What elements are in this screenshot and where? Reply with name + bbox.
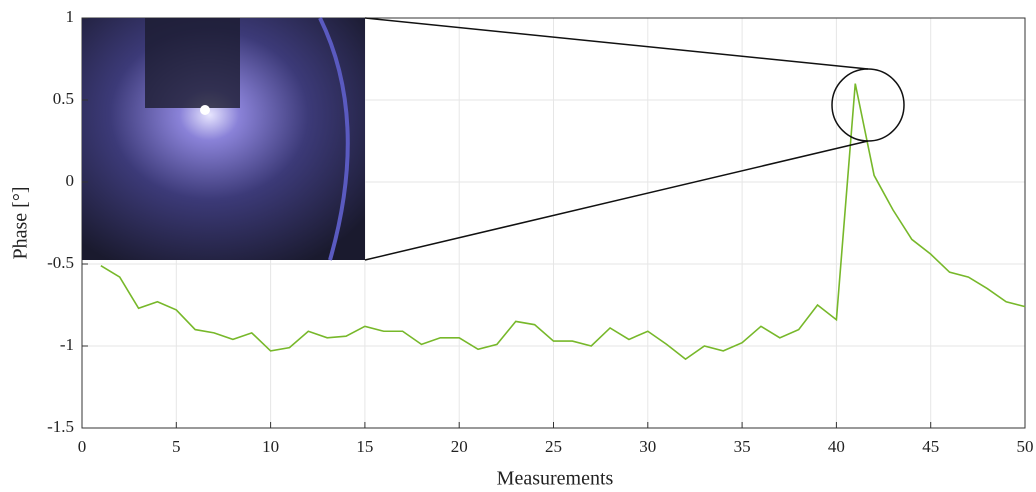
x-tick-label: 5: [172, 437, 181, 456]
y-tick-label: -0.5: [47, 253, 74, 272]
x-tick-label: 25: [545, 437, 562, 456]
x-tick-label: 30: [639, 437, 656, 456]
x-tick-label: 40: [828, 437, 845, 456]
x-tick-label: 0: [78, 437, 87, 456]
y-tick-label: 1: [66, 7, 75, 26]
x-tick-label: 50: [1017, 437, 1034, 456]
x-tick-label: 15: [356, 437, 373, 456]
inset: [82, 17, 905, 261]
x-tick-label: 20: [451, 437, 468, 456]
data: [100, 83, 1026, 361]
inset-spark: [200, 105, 210, 115]
data-line: [100, 83, 1026, 361]
y-axis-label: Phase [°]: [10, 187, 32, 260]
inset-rim: [318, 17, 350, 261]
zoom-circle: [831, 68, 905, 142]
y-tick-label: -1: [60, 335, 74, 354]
zoom-line: [364, 17, 869, 70]
zoom-line: [364, 140, 869, 261]
x-tick-label: 45: [922, 437, 939, 456]
inset-electrode: [145, 18, 240, 108]
y-tick-label: 0.5: [53, 89, 74, 108]
y-tick-label: -1.5: [47, 417, 74, 436]
y-tick-label: 0: [66, 171, 75, 190]
x-tick-label: 10: [262, 437, 279, 456]
x-axis-label: Measurements: [497, 468, 614, 490]
x-tick-label: 35: [734, 437, 751, 456]
